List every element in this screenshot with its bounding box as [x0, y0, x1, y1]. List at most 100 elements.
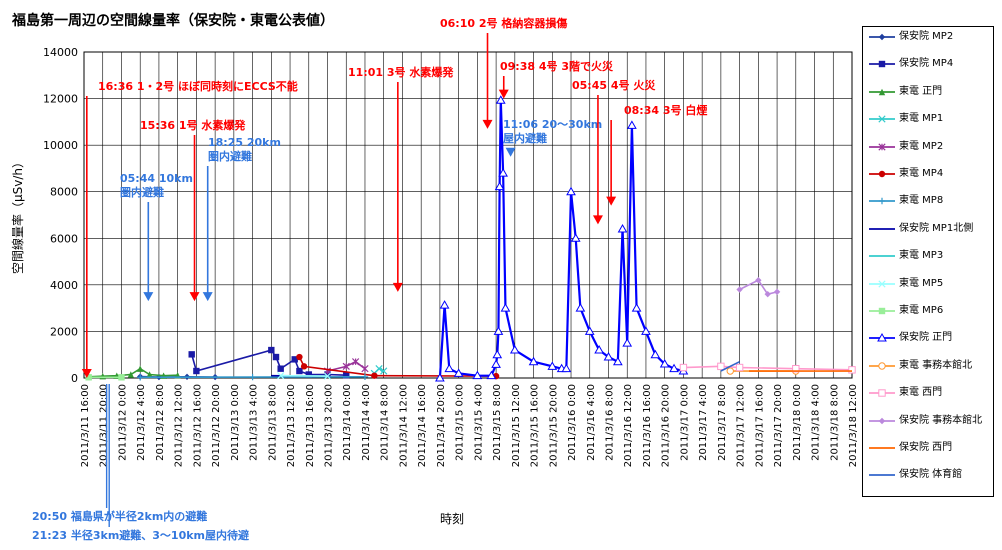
series-line	[739, 279, 778, 296]
series-layer	[85, 95, 856, 382]
legend-item: 東電 正門	[863, 86, 995, 112]
x-tick-label: 2011/3/16 0:00	[567, 384, 578, 461]
data-point	[773, 288, 781, 296]
data-point	[296, 353, 303, 361]
legend-label: 東電 MP6	[899, 305, 944, 316]
series-1	[188, 346, 350, 379]
data-point	[375, 365, 383, 373]
series-line	[720, 360, 740, 372]
legend-swatch	[869, 61, 895, 68]
annotation-text: 18:25 20km	[208, 136, 281, 149]
y-tick-label: 0	[71, 372, 78, 385]
data-point	[351, 358, 360, 366]
legend-label: 保安院 西門	[899, 442, 953, 453]
data-point	[561, 363, 572, 373]
legend-item: 東電 MP4	[863, 168, 995, 194]
data-point	[669, 363, 679, 373]
legend-label: 東電 MP5	[899, 277, 944, 289]
data-point	[324, 371, 331, 378]
legend-item: 保安院 MP4	[863, 58, 995, 84]
x-tick-label: 2011/3/14 4:00	[361, 384, 372, 461]
x-tick-label: 2011/3/12 0:00	[117, 384, 128, 461]
annotation: 05:45 4号 火災	[572, 79, 656, 225]
x-tick-label: 2011/3/12 8:00	[155, 384, 166, 461]
arrow-head	[498, 89, 509, 99]
bottom-note-text: 21:23 半径3km避難、3～10km屋内待避	[32, 528, 250, 542]
annotation: 15:36 1号 水素爆発	[140, 118, 246, 302]
data-point	[736, 286, 743, 293]
data-point	[291, 356, 298, 363]
arrow-head	[202, 292, 213, 302]
legend-item: 東電 事務本館北	[863, 360, 995, 386]
plot-frame	[83, 51, 853, 379]
data-point	[492, 349, 503, 359]
data-point	[650, 349, 661, 359]
x-tick-label: 2011/3/14 8:00	[380, 384, 391, 461]
data-point	[612, 356, 623, 366]
legend-label: 保安院 MP4	[899, 58, 954, 70]
annotations: 16:36 1・2号 ほぼ同時刻にECCS不能 15:36 1号 水素爆発 18:2…	[32, 16, 707, 542]
annotation-text: 05:45 4号 火災	[572, 79, 656, 92]
legend-item: 東電 MP3	[863, 250, 995, 276]
x-tick-label: 2011/3/15 4:00	[473, 384, 484, 461]
x-tick-label: 2011/3/16 20:00	[661, 384, 672, 467]
bottom-note: 20:50 福島県が半径2km内の避難	[32, 384, 207, 523]
data-point	[444, 363, 455, 373]
legend-swatch	[869, 307, 895, 315]
legend-label: 保安院 MP1北側	[899, 222, 974, 234]
data-point	[641, 326, 651, 335]
x-tick-label: 2011/3/18 0:00	[792, 384, 803, 461]
data-point	[848, 366, 856, 374]
data-point	[127, 371, 135, 378]
data-point	[659, 359, 670, 368]
data-point	[764, 290, 771, 298]
data-point	[342, 362, 350, 370]
data-point	[277, 365, 284, 372]
x-tick-label: 2011/3/13 0:00	[230, 384, 241, 461]
legend-label: 保安院 事務本館北	[899, 414, 983, 426]
series-16	[720, 360, 740, 372]
data-point	[453, 368, 464, 377]
data-point	[136, 365, 144, 372]
legend-swatch	[869, 170, 895, 178]
x-tick-label: 2011/3/14 20:00	[436, 384, 447, 467]
legend-swatch	[869, 33, 895, 41]
x-tick-label: 2011/3/12 4:00	[136, 384, 147, 461]
legend-label: 東電 MP1	[899, 113, 944, 125]
series-line	[88, 367, 178, 378]
y-tick-label: 4000	[50, 279, 78, 292]
data-point	[735, 363, 744, 372]
legend-swatch	[869, 389, 895, 397]
data-point	[439, 300, 450, 309]
series-line	[438, 100, 684, 379]
y-tick-label: 14000	[43, 46, 78, 59]
legend-label: 東電 MP2	[899, 140, 944, 152]
x-tick-label: 2011/3/15 20:00	[548, 384, 559, 467]
data-point	[272, 353, 280, 361]
annotation-text: 06:10 2号 格納容器損傷	[440, 16, 567, 30]
chart-title: 福島第一周辺の空間線量率（保安院・東電公表値）	[12, 13, 334, 29]
legend-item: 保安院 MP2	[863, 31, 995, 57]
x-tick-label: 2011/3/14 0:00	[342, 384, 353, 461]
data-point	[85, 374, 92, 381]
x-tick-label: 2011/3/16 4:00	[586, 384, 597, 461]
x-tick-label: 2011/3/17 12:00	[736, 384, 747, 467]
grid-lines	[83, 51, 853, 379]
data-point	[528, 356, 539, 366]
x-tick-label: 2011/3/13 20:00	[324, 384, 335, 467]
legend-label: 東電 MP4	[899, 168, 944, 179]
y-tick-label: 8000	[50, 186, 78, 199]
data-point	[472, 370, 483, 380]
y-tick-label: 6000	[50, 232, 78, 245]
data-point	[679, 363, 688, 372]
x-axis-label: 時刻	[440, 512, 465, 526]
data-point	[323, 372, 332, 380]
y-tick-label: 2000	[50, 325, 78, 338]
series-14	[736, 277, 781, 298]
x-tick-label: 2011/3/13 4:00	[249, 384, 260, 461]
legend-swatch	[869, 474, 895, 477]
data-point	[371, 372, 378, 379]
x-tick-label: 2011/3/12 16:00	[192, 384, 203, 467]
data-point	[547, 361, 558, 370]
